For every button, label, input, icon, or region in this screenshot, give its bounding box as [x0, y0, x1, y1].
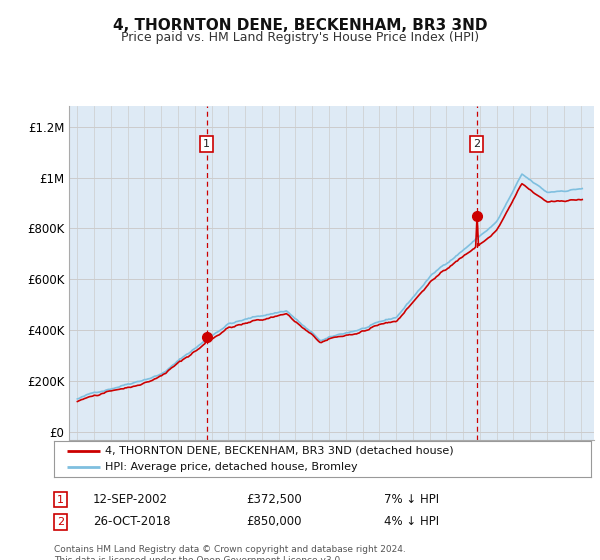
Text: 1: 1 [57, 494, 64, 505]
Text: Contains HM Land Registry data © Crown copyright and database right 2024.
This d: Contains HM Land Registry data © Crown c… [54, 545, 406, 560]
Text: 12-SEP-2002: 12-SEP-2002 [93, 493, 168, 506]
Text: £850,000: £850,000 [246, 515, 302, 529]
Text: 26-OCT-2018: 26-OCT-2018 [93, 515, 170, 529]
Text: 4, THORNTON DENE, BECKENHAM, BR3 3ND: 4, THORNTON DENE, BECKENHAM, BR3 3ND [113, 18, 487, 33]
Text: £372,500: £372,500 [246, 493, 302, 506]
Text: 1: 1 [203, 139, 210, 149]
Text: 2: 2 [57, 517, 64, 527]
Text: Price paid vs. HM Land Registry's House Price Index (HPI): Price paid vs. HM Land Registry's House … [121, 31, 479, 44]
Text: HPI: Average price, detached house, Bromley: HPI: Average price, detached house, Brom… [105, 462, 358, 472]
Text: 7% ↓ HPI: 7% ↓ HPI [384, 493, 439, 506]
Text: 4, THORNTON DENE, BECKENHAM, BR3 3ND (detached house): 4, THORNTON DENE, BECKENHAM, BR3 3ND (de… [105, 446, 454, 456]
Text: 2: 2 [473, 139, 480, 149]
Text: 4% ↓ HPI: 4% ↓ HPI [384, 515, 439, 529]
